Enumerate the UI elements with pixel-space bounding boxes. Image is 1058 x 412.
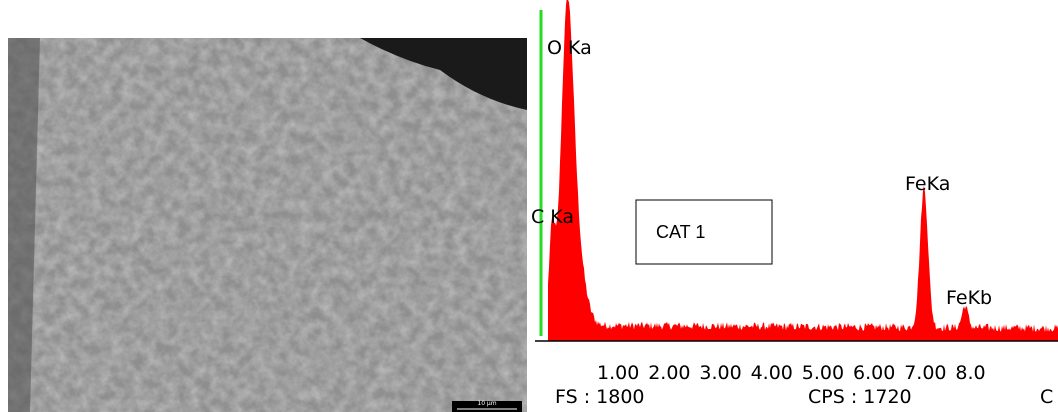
x-tick-label: 2.00: [648, 362, 690, 384]
x-tick-label: 8.0: [955, 362, 985, 384]
x-tick-label: 4.00: [751, 362, 793, 384]
peak-label: FeKa: [905, 173, 950, 195]
peak-label: FeKb: [946, 287, 992, 309]
x-tick-label: 7.00: [904, 362, 946, 384]
cursor-readout: C: [1040, 386, 1053, 408]
scale-bar: 10 µm: [477, 400, 496, 407]
x-tick-label: 6.00: [853, 362, 895, 384]
label-box: [635, 199, 773, 265]
x-tick-label: 3.00: [699, 362, 741, 384]
x-tick-label: 5.00: [802, 362, 844, 384]
peak-label: O Ka: [547, 37, 592, 59]
x-tick-labels: 1.00 2.00 3.00 4.00 5.00 6.00 7.00 8.0: [597, 362, 986, 384]
full-scale: FS : 1800: [555, 386, 645, 408]
sem-image: 10 µm: [8, 38, 527, 412]
spectrum: [535, 0, 1058, 342]
cps: CPS : 1720: [808, 386, 912, 408]
x-tick-label: 1.00: [597, 362, 639, 384]
box-label: CAT 1: [656, 222, 705, 242]
peak-label: C Ka: [531, 206, 574, 228]
